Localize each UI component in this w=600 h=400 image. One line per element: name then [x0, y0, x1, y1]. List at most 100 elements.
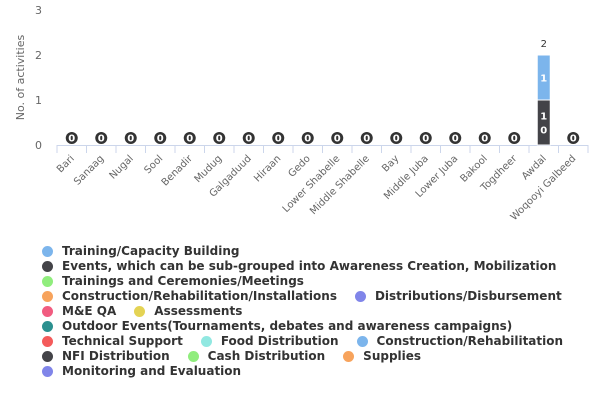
legend-item[interactable]: NFI Distribution	[42, 349, 170, 364]
y-tick-label: 2	[35, 49, 42, 62]
legend-item[interactable]: Construction/Rehabilitation	[356, 334, 564, 349]
zero-data-label: 0	[304, 134, 311, 145]
legend-item[interactable]: Outdoor Events(Tournaments, debates and …	[42, 319, 512, 334]
legend-label: Technical Support	[62, 334, 183, 348]
bar-segment	[536, 99, 551, 146]
x-tick-label: Awdal	[520, 153, 549, 182]
legend-label: Construction/Rehabilitation	[376, 334, 564, 348]
zero-label-bubble	[65, 132, 78, 144]
legend-item[interactable]: M&E QA	[42, 304, 116, 319]
legend-marker-icon	[187, 351, 199, 362]
zero-label-bubble	[301, 132, 314, 144]
bar-segment-label: 0	[540, 126, 547, 137]
zero-data-label: 0	[98, 134, 105, 145]
legend-label: Distributions/Disbursement	[374, 289, 562, 303]
total-data-label: 2	[541, 39, 547, 50]
legend-label: Food Distribution	[220, 334, 339, 348]
legend-item[interactable]: Monitoring and Evaluation	[42, 364, 241, 379]
zero-data-label: 0	[334, 134, 341, 145]
legend-marker-icon	[42, 321, 53, 332]
y-tick-label: 0	[35, 139, 42, 152]
zero-label-bubble	[449, 132, 462, 144]
legend-label: Trainings and Ceremonies/Meetings	[62, 274, 304, 288]
legend-marker-icon	[343, 351, 355, 362]
zero-data-label: 0	[570, 134, 577, 145]
legend-marker-icon	[134, 306, 146, 317]
bar-segment	[536, 54, 551, 101]
legend-item[interactable]: Technical Support	[42, 334, 183, 349]
legend-marker-icon	[42, 336, 53, 347]
legend-marker-icon	[42, 261, 53, 272]
zero-label-bubble	[508, 132, 521, 144]
legend-item[interactable]: Distributions/Disbursement	[354, 289, 562, 304]
legend-item[interactable]: Cash Distribution	[187, 349, 326, 364]
zero-label-bubble	[154, 132, 167, 144]
legend-marker-icon	[354, 291, 366, 302]
x-tick-label: Benadir	[160, 153, 196, 189]
legend-row: M&E QA Assessments	[42, 304, 592, 319]
bar-segment-label: 1	[540, 112, 547, 123]
legend-row: Monitoring and Evaluation	[42, 364, 592, 379]
x-tick-label: Bari	[55, 153, 77, 175]
legend-label: Events, which can be sub-grouped into Aw…	[62, 259, 557, 273]
zero-label-bubble	[272, 132, 285, 144]
legend-marker-icon	[200, 336, 212, 347]
zero-data-label: 0	[511, 134, 518, 145]
legend-label: Outdoor Events(Tournaments, debates and …	[62, 319, 513, 333]
zero-label-bubble	[183, 132, 196, 144]
x-tick-label: Gedo	[286, 153, 312, 179]
legend-label: Supplies	[363, 349, 422, 363]
zero-label-bubble	[95, 132, 108, 144]
legend-marker-icon	[42, 366, 53, 377]
legend-item[interactable]: Training/Capacity Building	[42, 244, 239, 259]
bar-segment-label: 1	[540, 74, 547, 85]
legend-item[interactable]: Construction/Rehabilitation/Installation…	[42, 289, 337, 304]
zero-label-bubble	[360, 132, 373, 144]
zero-label-bubble	[478, 132, 491, 144]
legend-label: Cash Distribution	[207, 349, 326, 363]
y-tick-label: 1	[35, 94, 42, 107]
zero-data-label: 0	[422, 134, 429, 145]
zero-data-label: 0	[245, 134, 252, 145]
legend-marker-icon	[42, 351, 53, 362]
y-axis-title: No. of activities	[14, 35, 27, 121]
zero-label-bubble	[419, 132, 432, 144]
x-tick-label: Bay	[380, 153, 401, 174]
legend: Training/Capacity Building Events, which …	[42, 244, 592, 379]
zero-label-bubble	[390, 132, 403, 144]
legend-item[interactable]: Trainings and Ceremonies/Meetings	[42, 274, 304, 289]
legend-marker-icon	[42, 306, 53, 317]
zero-label-bubble	[124, 132, 137, 144]
legend-label: Assessments	[154, 304, 243, 318]
legend-label: Monitoring and Evaluation	[62, 364, 242, 378]
zero-data-label: 0	[481, 134, 488, 145]
zero-data-label: 0	[216, 134, 223, 145]
legend-label: Training/Capacity Building	[62, 244, 240, 258]
zero-data-label: 0	[393, 134, 400, 145]
zero-data-label: 0	[275, 134, 282, 145]
legend-item[interactable]: Food Distribution	[200, 334, 339, 349]
legend-marker-icon	[42, 246, 53, 257]
zero-data-label: 0	[127, 134, 134, 145]
legend-marker-icon	[42, 276, 53, 287]
legend-item[interactable]: Supplies	[343, 349, 421, 364]
legend-marker-icon	[42, 291, 53, 302]
legend-item[interactable]: Assessments	[134, 304, 242, 319]
zero-data-label: 0	[157, 134, 164, 145]
y-tick-label: 3	[35, 4, 42, 17]
zero-label-bubble	[242, 132, 255, 144]
legend-label: Construction/Rehabilitation/Installation…	[62, 289, 337, 303]
zero-label-bubble	[213, 132, 226, 144]
zero-data-label: 0	[363, 134, 370, 145]
x-tick-label: Nugal	[108, 153, 136, 181]
legend-item[interactable]: Events, which can be sub-grouped into Aw…	[42, 259, 556, 274]
legend-row: Technical Support Food Distribution Constr…	[42, 334, 592, 349]
legend-row: Training/Capacity Building	[42, 244, 592, 259]
legend-label: NFI Distribution	[62, 349, 170, 363]
legend-row: Events, which can be sub-grouped into Aw…	[42, 259, 592, 274]
x-tick-label: Sool	[142, 153, 165, 176]
legend-marker-icon	[356, 336, 368, 347]
zero-data-label: 0	[186, 134, 193, 145]
zero-label-bubble	[331, 132, 344, 144]
